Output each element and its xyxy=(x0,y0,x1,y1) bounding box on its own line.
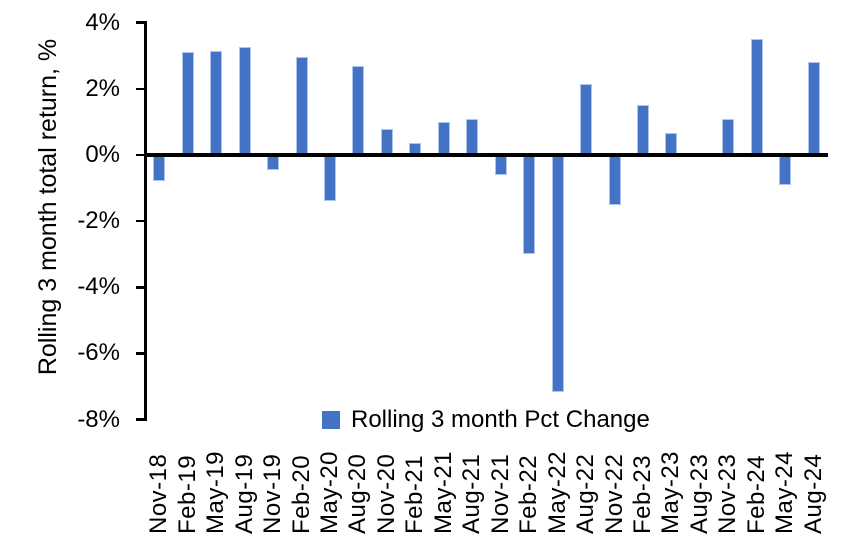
x-tick-label: Feb-22 xyxy=(515,454,543,534)
legend: Rolling 3 month Pct Change xyxy=(322,407,650,433)
x-tick-label: Nov-22 xyxy=(600,453,628,534)
y-tick-mark xyxy=(136,153,145,157)
y-tick-label: 0% xyxy=(85,141,120,168)
x-tick-label: Aug-21 xyxy=(458,453,486,534)
x-tick-label: May-23 xyxy=(657,450,685,534)
x-tick-label: Aug-19 xyxy=(230,453,258,534)
x-tick-label: May-20 xyxy=(315,450,343,534)
y-tick-mark xyxy=(136,286,145,289)
y-axis-line xyxy=(143,21,147,421)
bar xyxy=(551,155,564,392)
bar xyxy=(608,155,621,205)
x-tick-label: Aug-22 xyxy=(572,453,600,534)
x-tick-label: Nov-20 xyxy=(372,453,400,534)
y-tick-label: -2% xyxy=(77,207,120,235)
x-tick-label: Aug-24 xyxy=(799,453,827,534)
y-tick-mark xyxy=(136,219,145,223)
bar xyxy=(807,62,820,155)
x-tick-label: May-24 xyxy=(771,450,799,534)
x-tick-label: Aug-23 xyxy=(685,453,713,534)
x-tick-label: Feb-21 xyxy=(401,454,429,534)
y-tick-label: -6% xyxy=(77,339,120,367)
bar xyxy=(750,39,763,155)
y-tick-mark xyxy=(136,418,145,421)
x-tick-label: May-19 xyxy=(202,450,230,534)
bar xyxy=(523,155,536,255)
x-tick-label: Feb-20 xyxy=(287,454,315,534)
x-tick-label: Nov-18 xyxy=(145,453,173,534)
x-tick-label: May-22 xyxy=(543,450,571,534)
x-tick-label: Feb-24 xyxy=(742,454,770,534)
y-tick-label: 4% xyxy=(85,8,120,36)
bar xyxy=(779,155,792,185)
x-tick-label: Nov-21 xyxy=(486,453,514,534)
y-tick-mark xyxy=(136,87,145,91)
bar xyxy=(295,57,308,155)
bar xyxy=(637,105,650,155)
y-tick-mark xyxy=(136,352,145,355)
legend-label: Rolling 3 month Pct Change xyxy=(351,406,650,433)
bar xyxy=(665,133,678,155)
y-tick-label: 2% xyxy=(85,74,120,102)
y-tick-label: -8% xyxy=(77,405,120,433)
bar xyxy=(238,47,251,155)
bar xyxy=(153,155,166,182)
bar xyxy=(437,121,450,155)
y-tick-label: -4% xyxy=(77,273,120,301)
legend-marker-icon xyxy=(322,411,340,429)
x-axis-zero-line xyxy=(145,153,828,157)
bar xyxy=(580,83,593,155)
bar xyxy=(494,155,507,175)
bar xyxy=(267,155,280,170)
x-tick-label: Feb-19 xyxy=(173,454,201,534)
bar xyxy=(722,118,735,155)
bar xyxy=(210,50,223,155)
y-tick-mark xyxy=(136,21,145,24)
x-tick-label: Nov-23 xyxy=(714,453,742,534)
bar xyxy=(466,118,479,155)
x-tick-label: Nov-19 xyxy=(259,453,287,534)
x-tick-label: Aug-20 xyxy=(344,453,372,534)
bar xyxy=(380,128,393,155)
bar xyxy=(352,65,365,155)
bar xyxy=(323,155,336,202)
bar xyxy=(181,52,194,155)
x-tick-label: May-21 xyxy=(429,450,457,534)
x-tick-label: Feb-23 xyxy=(629,454,657,534)
